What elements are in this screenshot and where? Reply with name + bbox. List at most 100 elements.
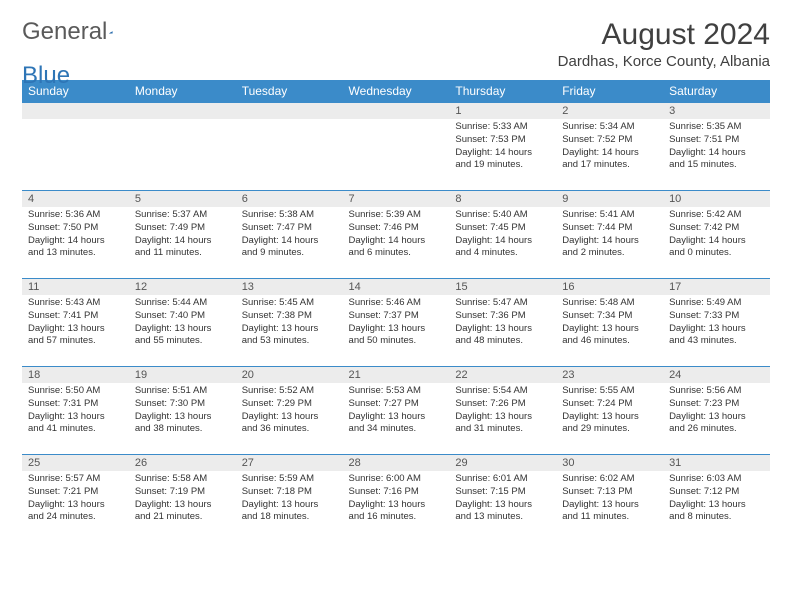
day-detail: Sunrise: 5:46 AMSunset: 7:37 PMDaylight:…: [343, 295, 450, 352]
day-detail: Sunrise: 5:39 AMSunset: 7:46 PMDaylight:…: [343, 207, 450, 264]
day-detail: Sunrise: 5:59 AMSunset: 7:18 PMDaylight:…: [236, 471, 343, 528]
day-cell: 10Sunrise: 5:42 AMSunset: 7:42 PMDayligh…: [663, 191, 770, 279]
calendar-week-row: 11Sunrise: 5:43 AMSunset: 7:41 PMDayligh…: [22, 279, 770, 367]
day-cell: 3Sunrise: 5:35 AMSunset: 7:51 PMDaylight…: [663, 103, 770, 191]
day-number: 10: [663, 191, 770, 207]
day-cell: 15Sunrise: 5:47 AMSunset: 7:36 PMDayligh…: [449, 279, 556, 367]
day-number: 12: [129, 279, 236, 295]
day-cell: 8Sunrise: 5:40 AMSunset: 7:45 PMDaylight…: [449, 191, 556, 279]
weekday-header: Wednesday: [343, 80, 450, 103]
day-cell: 27Sunrise: 5:59 AMSunset: 7:18 PMDayligh…: [236, 455, 343, 543]
day-number: 4: [22, 191, 129, 207]
day-detail: Sunrise: 6:02 AMSunset: 7:13 PMDaylight:…: [556, 471, 663, 528]
day-cell: 9Sunrise: 5:41 AMSunset: 7:44 PMDaylight…: [556, 191, 663, 279]
day-detail: Sunrise: 5:47 AMSunset: 7:36 PMDaylight:…: [449, 295, 556, 352]
day-detail: Sunrise: 5:56 AMSunset: 7:23 PMDaylight:…: [663, 383, 770, 440]
day-cell: 21Sunrise: 5:53 AMSunset: 7:27 PMDayligh…: [343, 367, 450, 455]
day-detail: Sunrise: 5:50 AMSunset: 7:31 PMDaylight:…: [22, 383, 129, 440]
day-detail: Sunrise: 5:53 AMSunset: 7:27 PMDaylight:…: [343, 383, 450, 440]
day-number: 11: [22, 279, 129, 295]
day-number-empty: [129, 103, 236, 119]
weekday-header: Monday: [129, 80, 236, 103]
day-number: 5: [129, 191, 236, 207]
day-number: 20: [236, 367, 343, 383]
logo-text-1: General: [22, 18, 107, 46]
day-number: 22: [449, 367, 556, 383]
day-cell: 30Sunrise: 6:02 AMSunset: 7:13 PMDayligh…: [556, 455, 663, 543]
logo: General: [22, 18, 133, 46]
logo-text-2: Blue: [22, 62, 70, 90]
day-detail: Sunrise: 5:33 AMSunset: 7:53 PMDaylight:…: [449, 119, 556, 176]
day-number: 26: [129, 455, 236, 471]
day-cell: 28Sunrise: 6:00 AMSunset: 7:16 PMDayligh…: [343, 455, 450, 543]
day-cell: 20Sunrise: 5:52 AMSunset: 7:29 PMDayligh…: [236, 367, 343, 455]
day-cell: 16Sunrise: 5:48 AMSunset: 7:34 PMDayligh…: [556, 279, 663, 367]
day-number: 21: [343, 367, 450, 383]
day-cell: 22Sunrise: 5:54 AMSunset: 7:26 PMDayligh…: [449, 367, 556, 455]
day-cell: 11Sunrise: 5:43 AMSunset: 7:41 PMDayligh…: [22, 279, 129, 367]
day-detail: Sunrise: 5:44 AMSunset: 7:40 PMDaylight:…: [129, 295, 236, 352]
day-detail: Sunrise: 5:43 AMSunset: 7:41 PMDaylight:…: [22, 295, 129, 352]
day-number: 9: [556, 191, 663, 207]
day-detail: Sunrise: 5:36 AMSunset: 7:50 PMDaylight:…: [22, 207, 129, 264]
day-cell: 2Sunrise: 5:34 AMSunset: 7:52 PMDaylight…: [556, 103, 663, 191]
day-number: 24: [663, 367, 770, 383]
day-detail: Sunrise: 5:45 AMSunset: 7:38 PMDaylight:…: [236, 295, 343, 352]
day-number: 27: [236, 455, 343, 471]
empty-cell: [236, 103, 343, 191]
calendar-header-row: SundayMondayTuesdayWednesdayThursdayFrid…: [22, 80, 770, 103]
day-number: 2: [556, 103, 663, 119]
day-detail: Sunrise: 5:37 AMSunset: 7:49 PMDaylight:…: [129, 207, 236, 264]
location-subtitle: Dardhas, Korce County, Albania: [558, 53, 770, 70]
day-number: 15: [449, 279, 556, 295]
day-cell: 18Sunrise: 5:50 AMSunset: 7:31 PMDayligh…: [22, 367, 129, 455]
day-cell: 25Sunrise: 5:57 AMSunset: 7:21 PMDayligh…: [22, 455, 129, 543]
logo-triangle-icon: [109, 23, 113, 41]
day-cell: 19Sunrise: 5:51 AMSunset: 7:30 PMDayligh…: [129, 367, 236, 455]
weekday-header: Friday: [556, 80, 663, 103]
day-cell: 12Sunrise: 5:44 AMSunset: 7:40 PMDayligh…: [129, 279, 236, 367]
day-number-empty: [22, 103, 129, 119]
day-cell: 29Sunrise: 6:01 AMSunset: 7:15 PMDayligh…: [449, 455, 556, 543]
empty-cell: [343, 103, 450, 191]
calendar-week-row: 1Sunrise: 5:33 AMSunset: 7:53 PMDaylight…: [22, 103, 770, 191]
day-detail: Sunrise: 5:42 AMSunset: 7:42 PMDaylight:…: [663, 207, 770, 264]
day-detail: Sunrise: 5:57 AMSunset: 7:21 PMDaylight:…: [22, 471, 129, 528]
day-detail: Sunrise: 5:51 AMSunset: 7:30 PMDaylight:…: [129, 383, 236, 440]
month-title: August 2024: [558, 18, 770, 51]
calendar-week-row: 4Sunrise: 5:36 AMSunset: 7:50 PMDaylight…: [22, 191, 770, 279]
day-cell: 26Sunrise: 5:58 AMSunset: 7:19 PMDayligh…: [129, 455, 236, 543]
day-number: 6: [236, 191, 343, 207]
title-block: August 2024 Dardhas, Korce County, Alban…: [558, 18, 770, 70]
day-number: 29: [449, 455, 556, 471]
day-cell: 6Sunrise: 5:38 AMSunset: 7:47 PMDaylight…: [236, 191, 343, 279]
day-detail: Sunrise: 5:55 AMSunset: 7:24 PMDaylight:…: [556, 383, 663, 440]
header: General August 2024 Dardhas, Korce Count…: [22, 18, 770, 70]
day-cell: 13Sunrise: 5:45 AMSunset: 7:38 PMDayligh…: [236, 279, 343, 367]
day-cell: 7Sunrise: 5:39 AMSunset: 7:46 PMDaylight…: [343, 191, 450, 279]
day-number: 19: [129, 367, 236, 383]
weekday-header: Tuesday: [236, 80, 343, 103]
day-number: 17: [663, 279, 770, 295]
day-detail: Sunrise: 5:48 AMSunset: 7:34 PMDaylight:…: [556, 295, 663, 352]
weekday-header: Saturday: [663, 80, 770, 103]
day-detail: Sunrise: 5:35 AMSunset: 7:51 PMDaylight:…: [663, 119, 770, 176]
day-number-empty: [343, 103, 450, 119]
day-number: 1: [449, 103, 556, 119]
day-cell: 5Sunrise: 5:37 AMSunset: 7:49 PMDaylight…: [129, 191, 236, 279]
day-number: 18: [22, 367, 129, 383]
empty-cell: [22, 103, 129, 191]
day-number: 8: [449, 191, 556, 207]
calendar-week-row: 25Sunrise: 5:57 AMSunset: 7:21 PMDayligh…: [22, 455, 770, 543]
day-cell: 23Sunrise: 5:55 AMSunset: 7:24 PMDayligh…: [556, 367, 663, 455]
day-detail: Sunrise: 5:58 AMSunset: 7:19 PMDaylight:…: [129, 471, 236, 528]
day-number: 7: [343, 191, 450, 207]
day-number: 31: [663, 455, 770, 471]
day-detail: Sunrise: 5:41 AMSunset: 7:44 PMDaylight:…: [556, 207, 663, 264]
calendar-body: 1Sunrise: 5:33 AMSunset: 7:53 PMDaylight…: [22, 103, 770, 543]
day-cell: 14Sunrise: 5:46 AMSunset: 7:37 PMDayligh…: [343, 279, 450, 367]
day-detail: Sunrise: 5:54 AMSunset: 7:26 PMDaylight:…: [449, 383, 556, 440]
day-cell: 17Sunrise: 5:49 AMSunset: 7:33 PMDayligh…: [663, 279, 770, 367]
calendar-week-row: 18Sunrise: 5:50 AMSunset: 7:31 PMDayligh…: [22, 367, 770, 455]
day-detail: Sunrise: 5:34 AMSunset: 7:52 PMDaylight:…: [556, 119, 663, 176]
